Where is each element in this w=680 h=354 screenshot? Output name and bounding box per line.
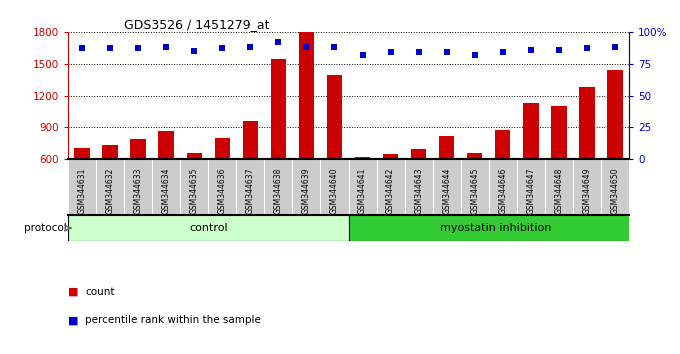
Bar	[383, 154, 398, 159]
Bar	[411, 149, 426, 159]
Text: GSM344638: GSM344638	[274, 168, 283, 214]
Text: count: count	[85, 287, 114, 297]
Text: percentile rank within the sample: percentile rank within the sample	[85, 315, 261, 325]
Text: ■: ■	[68, 287, 78, 297]
Bar	[103, 145, 118, 159]
Point	[413, 50, 424, 55]
Text: ■: ■	[68, 315, 78, 325]
Bar	[439, 136, 454, 159]
Point	[301, 44, 312, 50]
Bar	[467, 153, 482, 159]
Text: GSM344640: GSM344640	[330, 168, 339, 214]
Point	[189, 48, 200, 54]
Bar	[131, 139, 146, 159]
Bar	[355, 156, 370, 159]
Bar	[215, 138, 230, 159]
Text: GSM344647: GSM344647	[526, 168, 535, 214]
Point	[217, 46, 228, 51]
Point	[77, 46, 88, 51]
Bar	[158, 131, 174, 159]
Bar	[523, 103, 539, 159]
Point	[469, 52, 480, 58]
Bar	[607, 70, 623, 159]
Text: myostatin inhibition: myostatin inhibition	[440, 223, 551, 233]
Text: GSM344632: GSM344632	[105, 168, 114, 214]
Bar	[186, 153, 202, 159]
Text: GSM344650: GSM344650	[611, 168, 619, 214]
Bar	[299, 32, 314, 159]
Point	[497, 50, 508, 55]
Bar	[551, 106, 566, 159]
Text: protocol: protocol	[24, 223, 67, 233]
Text: control: control	[189, 223, 228, 233]
Text: GSM344633: GSM344633	[134, 168, 143, 214]
Point	[105, 46, 116, 51]
Text: GSM344649: GSM344649	[583, 168, 592, 214]
Bar	[495, 130, 511, 159]
Point	[554, 47, 564, 52]
Point	[385, 50, 396, 55]
Bar	[579, 87, 594, 159]
Text: GSM344635: GSM344635	[190, 168, 199, 214]
Point	[581, 46, 592, 51]
Point	[441, 50, 452, 55]
Text: GSM344641: GSM344641	[358, 168, 367, 214]
Text: GSM344634: GSM344634	[162, 168, 171, 214]
Bar	[68, 215, 348, 241]
Text: GDS3526 / 1451279_at: GDS3526 / 1451279_at	[124, 18, 269, 31]
Bar	[243, 121, 258, 159]
Text: GSM344637: GSM344637	[246, 168, 255, 214]
Text: GSM344631: GSM344631	[78, 168, 86, 214]
Text: GSM344639: GSM344639	[302, 168, 311, 214]
Text: GSM344648: GSM344648	[554, 168, 563, 214]
Point	[160, 44, 171, 50]
Text: GSM344642: GSM344642	[386, 168, 395, 214]
Point	[609, 44, 620, 50]
Point	[273, 39, 284, 45]
Bar	[348, 215, 643, 241]
Point	[357, 52, 368, 58]
Text: GSM344645: GSM344645	[471, 168, 479, 214]
Text: GSM344643: GSM344643	[414, 168, 423, 214]
Text: GSM344636: GSM344636	[218, 168, 226, 214]
Point	[133, 46, 143, 51]
Point	[245, 44, 256, 50]
Text: GSM344644: GSM344644	[442, 168, 451, 214]
Bar	[271, 59, 286, 159]
Bar	[74, 148, 90, 159]
Text: GSM344646: GSM344646	[498, 168, 507, 214]
Point	[526, 47, 537, 52]
Point	[329, 44, 340, 50]
Bar	[327, 75, 342, 159]
